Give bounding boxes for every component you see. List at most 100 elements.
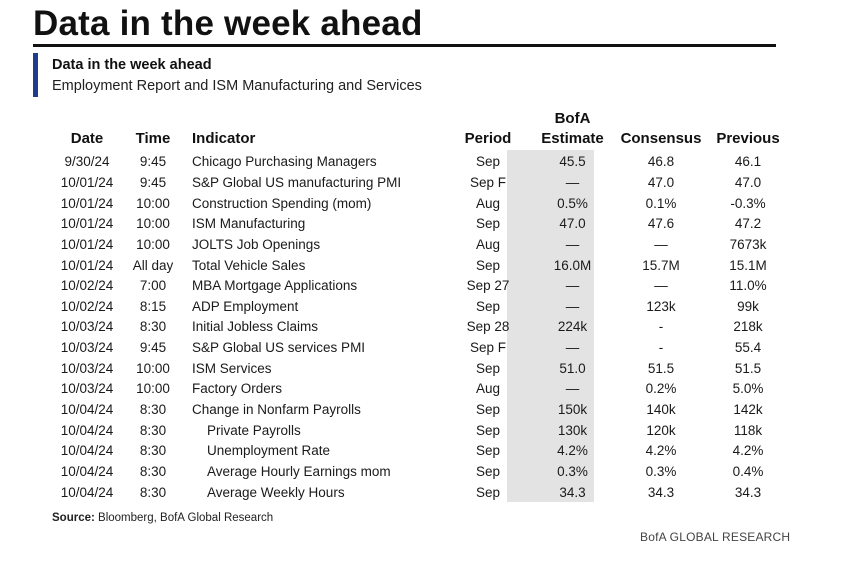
header-consensus: Consensus <box>620 130 702 147</box>
cell-indicator: Average Hourly Earnings mom <box>207 463 391 479</box>
cell-date: 10/04/24 <box>60 463 114 479</box>
accent-bar <box>33 53 38 97</box>
cell-time: 8:30 <box>139 402 167 417</box>
cell-bofa-estimate: — <box>565 298 580 314</box>
header-date: Date <box>70 130 104 147</box>
cell-indicator: S&P Global US services PMI <box>192 340 366 356</box>
cell-bofa-estimate: 0.5% <box>557 195 588 211</box>
economic-calendar-table: Date Time Indicator Period BofA Estimate… <box>50 109 790 503</box>
cell-consensus: — <box>654 236 668 252</box>
header-period: Period <box>464 130 512 147</box>
header-bofa-line2: Estimate <box>541 130 604 147</box>
cell-time: 8:30 <box>139 443 167 459</box>
cell-date: 10/04/24 <box>60 443 114 459</box>
cell-indicator: JOLTS Job Openings <box>192 236 321 252</box>
table-row: 10/01/24 10:00 Construction Spending (mom)… <box>50 193 790 214</box>
table-row: 10/04/24 8:30 Average Hourly Earnings mom S… <box>50 462 790 483</box>
cell-date: 10/04/24 <box>60 402 114 417</box>
table-row: 10/04/24 8:30 Unemployment Rate Sep 4.2% 4.2%… <box>50 441 790 462</box>
cell-period: Aug <box>475 236 501 252</box>
cell-bofa-estimate: 47.0 <box>559 216 586 232</box>
cell-date: 10/02/24 <box>60 298 114 314</box>
table-row: 10/04/24 8:30 Change in Nonfarm Payrolls Se… <box>50 400 790 421</box>
cell-previous: 46.1 <box>734 154 762 170</box>
cell-indicator: Unemployment Rate <box>207 443 331 459</box>
cell-period: Sep <box>475 216 501 232</box>
cell-bofa-estimate: 51.0 <box>559 360 586 376</box>
cell-previous: 218k <box>733 319 763 335</box>
cell-previous: 47.0 <box>734 174 762 190</box>
cell-period: Sep F <box>469 174 507 190</box>
cell-bofa-estimate: 4.2% <box>557 443 588 459</box>
cell-bofa-estimate: — <box>565 174 580 190</box>
cell-period: Sep 27 <box>466 278 510 294</box>
cell-consensus: 123k <box>646 298 676 314</box>
cell-indicator: Average Weekly Hours <box>207 484 345 500</box>
cell-bofa-estimate: 34.3 <box>559 484 586 500</box>
cell-time: 9:45 <box>139 174 167 190</box>
source-note: Source: Bloomberg, BofA Global Research <box>52 512 273 524</box>
cell-date: 10/04/24 <box>60 422 114 438</box>
cell-consensus: 15.7M <box>642 257 680 273</box>
cell-date: 10/02/24 <box>60 278 114 294</box>
cell-bofa-estimate: 45.5 <box>559 154 586 170</box>
cell-indicator: Chicago Purchasing Managers <box>192 154 377 170</box>
cell-date: 9/30/24 <box>64 154 110 170</box>
cell-previous: 4.2% <box>732 443 764 459</box>
cell-date: 10/03/24 <box>60 319 114 335</box>
cell-period: Sep F <box>469 340 507 356</box>
cell-consensus: 34.3 <box>647 484 675 500</box>
cell-consensus: 0.2% <box>645 381 677 397</box>
cell-period: Aug <box>475 195 501 211</box>
header-time: Time <box>135 130 171 147</box>
cell-time: 8:30 <box>139 319 167 335</box>
cell-indicator: Initial Jobless Claims <box>192 319 319 335</box>
cell-indicator: MBA Mortgage Applications <box>192 278 358 294</box>
table-row: 10/02/24 8:15 ADP Employment Sep — 123k 99k <box>50 296 790 317</box>
cell-consensus: 0.1% <box>645 195 677 211</box>
cell-period: Sep 28 <box>466 319 510 335</box>
cell-date: 10/01/24 <box>60 216 114 232</box>
cell-previous: 142k <box>733 402 763 417</box>
cell-time: 8:15 <box>139 298 167 314</box>
cell-date: 10/01/24 <box>60 257 114 273</box>
cell-period: Sep <box>475 360 501 376</box>
cell-previous: -0.3% <box>730 195 766 211</box>
cell-period: Sep <box>475 154 501 170</box>
cell-time: 10:00 <box>136 195 170 211</box>
cell-time: 8:30 <box>139 463 167 479</box>
cell-consensus: — <box>654 278 668 294</box>
header-bofa-line1: BofA <box>554 110 591 127</box>
cell-consensus: 51.5 <box>647 360 675 376</box>
cell-bofa-estimate: 0.3% <box>557 463 588 479</box>
cell-previous: 11.0% <box>729 278 767 294</box>
cell-bofa-estimate: — <box>565 278 580 294</box>
table-row: 10/01/24 10:00 ISM Manufacturing Sep 47.0 47.… <box>50 214 790 235</box>
cell-consensus: 47.6 <box>647 216 675 232</box>
table-row: 10/01/24 9:45 S&P Global US manufacturing … <box>50 173 790 194</box>
cell-bofa-estimate: — <box>565 381 580 397</box>
cell-time: 9:45 <box>139 154 167 170</box>
cell-consensus: 120k <box>646 422 676 438</box>
cell-bofa-estimate: 150k <box>557 402 588 417</box>
cell-indicator: Private Payrolls <box>207 422 301 438</box>
cell-time: 9:45 <box>139 340 167 356</box>
cell-previous: 55.4 <box>734 340 762 356</box>
table-row: 10/03/24 9:45 S&P Global US services PMI Se… <box>50 338 790 359</box>
cell-period: Aug <box>475 381 501 397</box>
cell-consensus: - <box>658 319 664 335</box>
cell-indicator: S&P Global US manufacturing PMI <box>192 174 402 190</box>
cell-consensus: - <box>658 340 664 356</box>
cell-indicator: Factory Orders <box>192 381 283 397</box>
cell-time: 10:00 <box>136 381 170 397</box>
cell-period: Sep <box>475 484 501 500</box>
source-label: Source: <box>52 512 95 524</box>
cell-date: 10/03/24 <box>60 340 114 356</box>
table-row: 10/03/24 10:00 Factory Orders Aug — 0.2% 5.0% <box>50 379 790 400</box>
cell-period: Sep <box>475 257 501 273</box>
cell-consensus: 46.8 <box>647 154 675 170</box>
table-subtitle: Employment Report and ISM Manufacturing … <box>52 78 422 94</box>
table-body: 9/30/24 9:45 Chicago Purchasing Managers Se… <box>50 152 790 503</box>
page-headline: Data in the week ahead <box>33 4 423 43</box>
cell-indicator: Change in Nonfarm Payrolls <box>192 402 361 417</box>
